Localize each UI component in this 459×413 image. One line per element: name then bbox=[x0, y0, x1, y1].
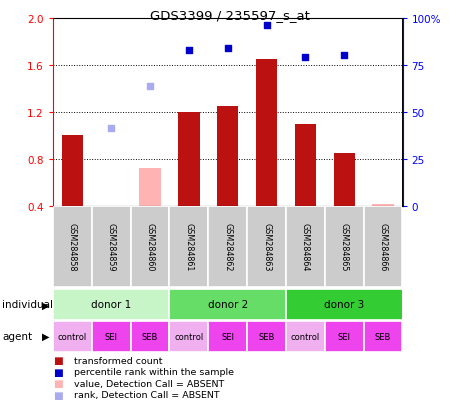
Text: control: control bbox=[57, 332, 87, 341]
Bar bbox=[285, 289, 402, 320]
Text: GSM284861: GSM284861 bbox=[184, 223, 193, 271]
Text: agent: agent bbox=[2, 331, 32, 342]
Text: ■: ■ bbox=[53, 355, 62, 365]
Text: transformed count: transformed count bbox=[73, 356, 162, 365]
Bar bbox=[53, 289, 169, 320]
Text: value, Detection Call = ABSENT: value, Detection Call = ABSENT bbox=[73, 379, 224, 388]
Text: GSM284858: GSM284858 bbox=[67, 223, 77, 271]
Text: donor 1: donor 1 bbox=[91, 299, 131, 310]
Text: donor 2: donor 2 bbox=[207, 299, 247, 310]
Bar bbox=[91, 321, 130, 352]
Text: GSM284863: GSM284863 bbox=[262, 223, 270, 271]
Text: SEB: SEB bbox=[258, 332, 274, 341]
Text: control: control bbox=[290, 332, 319, 341]
Bar bbox=[372, 204, 393, 206]
Text: ■: ■ bbox=[53, 378, 62, 388]
Bar bbox=[255, 60, 277, 206]
Bar bbox=[246, 206, 285, 287]
Bar bbox=[53, 321, 91, 352]
Bar bbox=[208, 321, 246, 352]
Bar bbox=[139, 169, 160, 206]
Bar bbox=[217, 107, 238, 206]
Bar bbox=[333, 154, 354, 206]
Text: control: control bbox=[174, 332, 203, 341]
Bar bbox=[324, 321, 363, 352]
Text: ■: ■ bbox=[53, 390, 62, 400]
Text: GSM284865: GSM284865 bbox=[339, 223, 348, 271]
Text: rank, Detection Call = ABSENT: rank, Detection Call = ABSENT bbox=[73, 390, 219, 399]
Point bbox=[340, 53, 347, 59]
Text: ▶: ▶ bbox=[42, 331, 50, 342]
Bar bbox=[53, 206, 91, 287]
Text: donor 3: donor 3 bbox=[324, 299, 364, 310]
Text: GSM284866: GSM284866 bbox=[378, 223, 387, 271]
Bar bbox=[363, 321, 402, 352]
Text: ■: ■ bbox=[53, 367, 62, 377]
Text: GDS3399 / 235597_s_at: GDS3399 / 235597_s_at bbox=[150, 9, 309, 22]
Text: SEB: SEB bbox=[141, 332, 158, 341]
Text: individual: individual bbox=[2, 299, 53, 310]
Point bbox=[107, 125, 115, 132]
Bar bbox=[91, 206, 130, 287]
Bar bbox=[130, 206, 169, 287]
Text: GSM284859: GSM284859 bbox=[106, 223, 115, 271]
Text: GSM284864: GSM284864 bbox=[300, 223, 309, 271]
Bar bbox=[285, 206, 324, 287]
Text: SEI: SEI bbox=[221, 332, 234, 341]
Point bbox=[185, 47, 192, 54]
Bar bbox=[178, 113, 199, 206]
Text: SEI: SEI bbox=[105, 332, 118, 341]
Text: SEI: SEI bbox=[337, 332, 350, 341]
Point bbox=[224, 45, 231, 52]
Bar bbox=[169, 206, 208, 287]
Bar bbox=[246, 321, 285, 352]
Bar bbox=[169, 289, 285, 320]
Text: GSM284862: GSM284862 bbox=[223, 223, 232, 271]
Point bbox=[262, 23, 269, 29]
Bar bbox=[62, 136, 83, 206]
Text: ▶: ▶ bbox=[42, 299, 50, 310]
Bar bbox=[294, 124, 315, 206]
Bar bbox=[169, 321, 208, 352]
Bar bbox=[363, 206, 402, 287]
Text: percentile rank within the sample: percentile rank within the sample bbox=[73, 367, 233, 376]
Point bbox=[301, 55, 308, 62]
Text: GSM284860: GSM284860 bbox=[145, 223, 154, 271]
Bar bbox=[324, 206, 363, 287]
Point bbox=[146, 84, 153, 90]
Bar bbox=[208, 206, 246, 287]
Bar bbox=[130, 321, 169, 352]
Text: SEB: SEB bbox=[374, 332, 391, 341]
Bar bbox=[285, 321, 324, 352]
